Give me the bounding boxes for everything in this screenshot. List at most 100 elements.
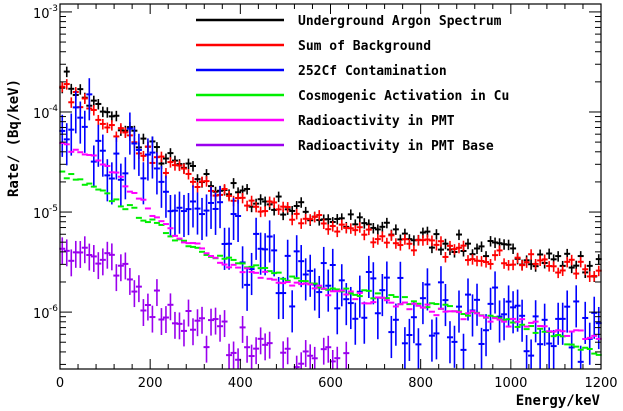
data-point [63, 66, 70, 78]
data-point [81, 93, 88, 105]
data-point [546, 248, 553, 260]
data-point [167, 148, 174, 159]
data-point [410, 301, 417, 344]
data-point [266, 220, 273, 263]
data-point [474, 243, 481, 255]
data-point [492, 271, 499, 314]
data-point [180, 163, 187, 175]
data-point [117, 254, 124, 282]
data-point [90, 245, 97, 272]
data-point [298, 352, 305, 369]
data-point [374, 234, 381, 245]
data-point [126, 112, 133, 155]
data-point [99, 134, 106, 177]
data-point [81, 110, 88, 153]
data-point [86, 78, 93, 121]
data-point [383, 237, 390, 249]
legend-item: Underground Argon Spectrum [196, 14, 502, 29]
data-point [465, 238, 472, 250]
data-point [591, 271, 598, 282]
data-point [153, 142, 160, 153]
data-point [162, 175, 169, 218]
data-point [311, 211, 318, 223]
data-point [573, 285, 580, 328]
data-point [307, 214, 314, 225]
data-point [126, 268, 133, 295]
data-point [478, 241, 485, 252]
data-point [217, 186, 224, 229]
y-tick-label: 10 -4 [33, 104, 58, 122]
data-point [140, 299, 147, 327]
data-point [230, 341, 237, 369]
data-point [446, 321, 453, 364]
data-point [316, 210, 323, 221]
data-point [284, 337, 291, 365]
data-point [95, 114, 102, 126]
data-point [573, 268, 580, 280]
data-point [244, 268, 251, 311]
y-tick-exponent: -5 [49, 204, 58, 214]
data-point [397, 240, 404, 251]
x-tick-label: 1200 [584, 376, 617, 391]
data-point [180, 194, 187, 238]
data-point [162, 153, 169, 165]
data-point [63, 239, 70, 267]
data-point [307, 254, 314, 297]
data-point [460, 240, 467, 252]
data-point [582, 264, 589, 275]
data-point [189, 185, 196, 228]
data-point [244, 200, 251, 212]
legend-label: 252Cf Contamination [298, 64, 447, 79]
data-point [199, 197, 206, 241]
data-point [99, 119, 106, 130]
data-point [185, 158, 192, 170]
data-point [68, 249, 75, 277]
data-point [99, 248, 106, 276]
x-tick-label: 800 [408, 376, 433, 391]
data-point [474, 283, 481, 326]
data-point [221, 310, 228, 338]
data-point [244, 335, 251, 363]
data-point [275, 204, 282, 215]
data-point [271, 197, 278, 209]
data-point [226, 343, 233, 369]
data-point [185, 299, 192, 327]
x-tick-label: 400 [228, 376, 253, 391]
data-point [483, 314, 490, 357]
data-point [185, 192, 192, 236]
data-point [537, 328, 544, 369]
data-point [320, 337, 327, 365]
data-point [86, 243, 93, 271]
data-point [239, 315, 246, 343]
data-point [262, 206, 269, 217]
data-point [162, 306, 169, 334]
data-point [577, 256, 584, 268]
data-point [356, 222, 363, 233]
data-point [347, 223, 354, 234]
data-point [302, 258, 309, 301]
data-point [455, 229, 462, 241]
data-point [510, 291, 517, 334]
y-tick-base: 10 [33, 307, 50, 322]
data-point [325, 335, 332, 363]
data-point [68, 97, 75, 108]
data-point [262, 333, 269, 361]
data-point [496, 245, 503, 256]
data-point [108, 162, 115, 205]
data-point [208, 308, 215, 336]
data-point [325, 214, 332, 225]
data-point [514, 252, 521, 264]
data-point [144, 138, 151, 181]
data-point [419, 282, 426, 325]
data-point [253, 217, 260, 260]
data-point [410, 245, 417, 256]
data-point [144, 293, 151, 321]
x-axis-title: Energy/keV [516, 393, 601, 409]
data-point [271, 234, 278, 277]
data-point [176, 191, 183, 234]
data-point [347, 209, 354, 220]
data-point [167, 157, 174, 168]
data-point [591, 296, 598, 339]
